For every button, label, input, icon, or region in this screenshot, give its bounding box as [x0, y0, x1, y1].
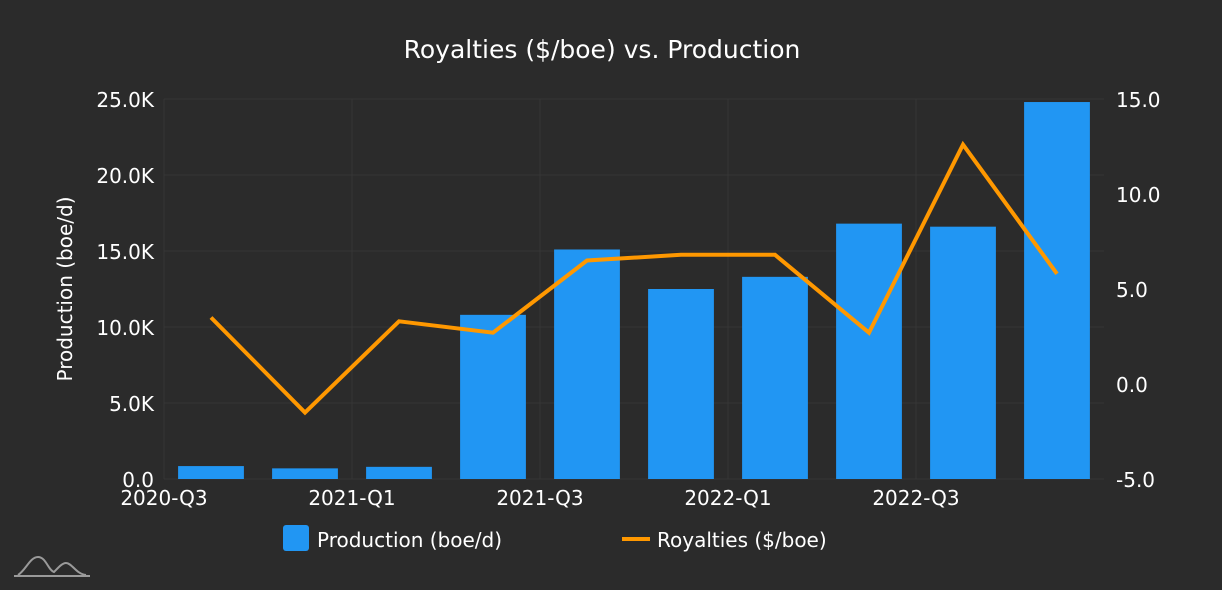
- production-bar: [554, 249, 620, 479]
- production-bar: [742, 277, 808, 479]
- legend-production-swatch: [283, 525, 309, 551]
- x-tick-label: 2022-Q3: [872, 486, 959, 510]
- x-tick-label: 2021-Q1: [308, 486, 395, 510]
- x-tick-label: 2020-Q3: [120, 486, 207, 510]
- production-bar: [930, 227, 996, 479]
- x-tick-label: 2022-Q1: [684, 486, 771, 510]
- y2-tick-label: 10.0: [1116, 183, 1161, 207]
- y2-tick-label: 5.0: [1116, 278, 1148, 302]
- production-bar: [1024, 102, 1090, 479]
- logo-icon: [14, 557, 90, 576]
- legend-production-label[interactable]: Production (boe/d): [317, 528, 502, 552]
- y2-tick-label: 15.0: [1116, 88, 1161, 112]
- production-bar: [460, 315, 526, 479]
- y-tick-label: 10.0K: [96, 316, 155, 340]
- x-tick-label: 2021-Q3: [496, 486, 583, 510]
- y-tick-label: 15.0K: [96, 240, 155, 264]
- y-tick-label: 25.0K: [96, 88, 155, 112]
- y2-tick-label: 0.0: [1116, 373, 1148, 397]
- y-axis-label: Production (boe/d): [53, 196, 77, 381]
- production-bar: [272, 468, 338, 479]
- production-bar: [648, 289, 714, 479]
- production-bar: [836, 224, 902, 479]
- chart-title: Royalties ($/boe) vs. Production: [404, 35, 801, 64]
- production-bar: [178, 466, 244, 479]
- legend[interactable]: Production (boe/d) Royalties ($/boe): [283, 525, 827, 552]
- bars: [178, 102, 1090, 479]
- production-bar: [366, 467, 432, 479]
- y-tick-label: 20.0K: [96, 164, 155, 188]
- y-tick-label: 5.0K: [109, 392, 155, 416]
- legend-royalties-label[interactable]: Royalties ($/boe): [657, 528, 827, 552]
- y-axis-right: -5.0 0.0 5.0 10.0 15.0: [1116, 88, 1161, 492]
- x-axis: 2020-Q3 2021-Q1 2021-Q3 2022-Q1 2022-Q3: [120, 486, 959, 510]
- y2-tick-label: -5.0: [1116, 468, 1155, 492]
